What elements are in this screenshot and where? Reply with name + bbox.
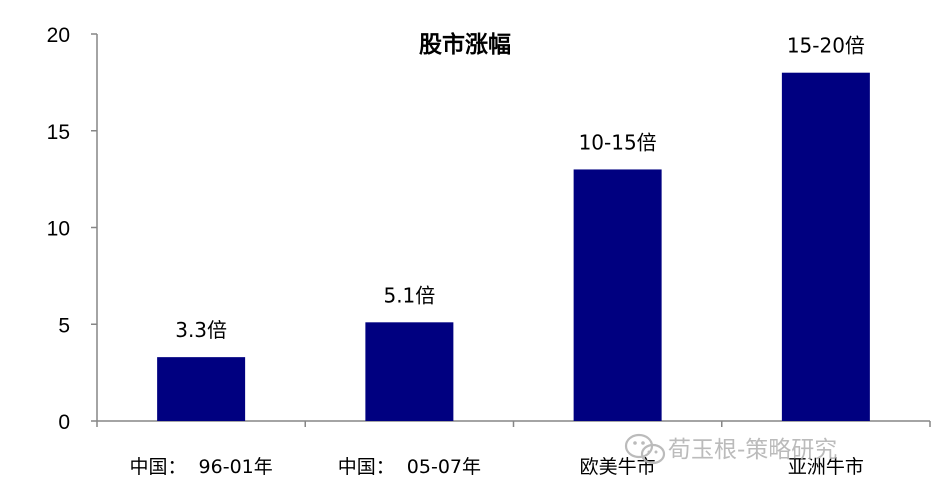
data-label: 5.1倍	[383, 283, 435, 307]
chart-title: 股市涨幅	[419, 31, 511, 58]
bar	[573, 169, 662, 421]
bars	[157, 72, 870, 421]
y-tick-label: 10	[47, 218, 70, 241]
y-axis: 0 5 10 15 20	[47, 24, 98, 434]
y-tick-label: 0	[58, 411, 70, 434]
y-tick-label: 5	[58, 314, 70, 337]
x-tick-label: 欧美牛市	[580, 456, 656, 478]
bar	[365, 322, 454, 421]
y-tick-label: 15	[47, 121, 70, 144]
y-tick-label: 20	[47, 24, 70, 47]
data-label: 3.3倍	[175, 318, 227, 342]
data-label: 10-15倍	[579, 130, 657, 154]
bar	[781, 72, 870, 421]
watermark: 荀玉根-策略研究	[624, 433, 837, 465]
watermark-text: 荀玉根-策略研究	[668, 437, 837, 463]
bar	[157, 357, 246, 421]
x-tick-label: 中国： 96-01年	[129, 456, 272, 478]
x-tick-label: 中国： 05-07年	[338, 456, 481, 478]
data-labels: 3.3倍 5.1倍 10-15倍 15-20倍	[175, 34, 865, 342]
data-label: 15-20倍	[787, 34, 865, 58]
x-tick-label: 亚洲牛市	[788, 456, 864, 478]
x-axis: 中国： 96-01年 中国： 05-07年 欧美牛市 亚洲牛市	[96, 420, 931, 478]
wechat-icon	[624, 433, 666, 465]
